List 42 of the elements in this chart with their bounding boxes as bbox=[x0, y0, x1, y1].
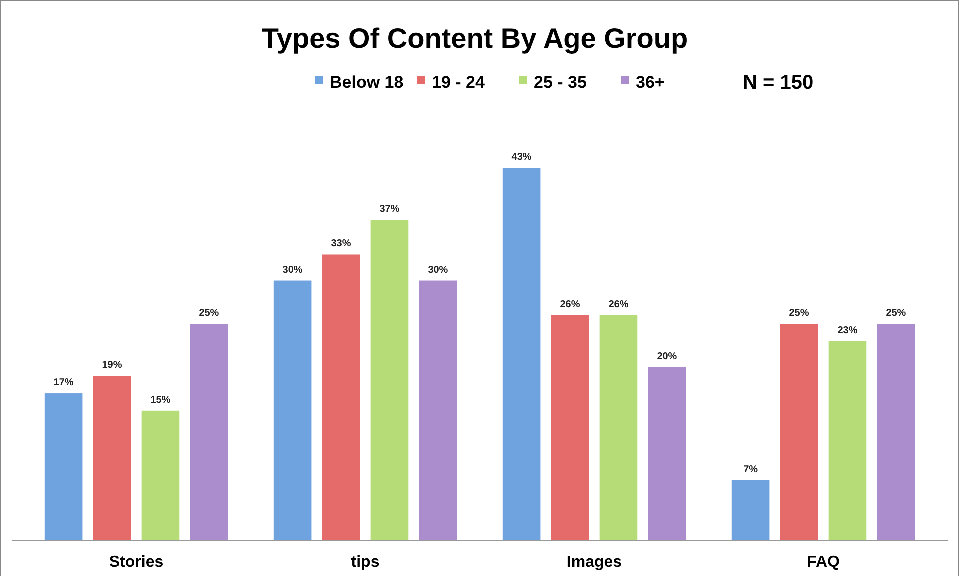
text: N = 150 bbox=[743, 72, 814, 94]
x-tick-label: Images bbox=[566, 554, 622, 571]
data-label: 25% bbox=[886, 308, 906, 320]
x-tick-label: FAQ bbox=[807, 554, 840, 571]
bar bbox=[370, 220, 409, 541]
legend-label: 19 - 24 bbox=[432, 73, 486, 92]
data-label: 17% bbox=[54, 378, 74, 389]
data-label: 20% bbox=[657, 352, 678, 363]
bar bbox=[600, 315, 638, 541]
chart-title: Types Of Content By Age Group bbox=[262, 23, 688, 54]
data-label: 19% bbox=[102, 360, 122, 372]
bar bbox=[142, 410, 180, 541]
bar bbox=[828, 341, 867, 541]
data-label: 37% bbox=[380, 204, 400, 216]
bar bbox=[502, 168, 541, 541]
bar bbox=[44, 394, 83, 541]
bar bbox=[648, 368, 686, 541]
data-label: 26% bbox=[608, 299, 629, 310]
bar bbox=[732, 480, 770, 541]
bar bbox=[190, 324, 228, 541]
bar bbox=[322, 254, 360, 541]
data-label: 25% bbox=[199, 308, 220, 320]
bar bbox=[551, 315, 590, 541]
legend-label: 36+ bbox=[636, 73, 665, 92]
bar bbox=[93, 376, 132, 541]
data-label: 7% bbox=[744, 464, 758, 476]
bar bbox=[419, 280, 458, 541]
data-label: 33% bbox=[331, 238, 352, 250]
legend-label: 25 - 35 bbox=[534, 73, 587, 92]
bar bbox=[877, 324, 916, 541]
bar bbox=[780, 324, 818, 541]
bar bbox=[274, 280, 312, 541]
data-label: 25% bbox=[789, 308, 810, 320]
data-label: 43% bbox=[512, 152, 532, 163]
data-label: 23% bbox=[838, 325, 858, 336]
data-label: 26% bbox=[560, 299, 580, 310]
data-label: 30% bbox=[282, 264, 303, 276]
x-tick-label: Stories bbox=[109, 554, 164, 571]
data-label: 15% bbox=[150, 394, 171, 406]
data-label: 30% bbox=[428, 264, 448, 276]
x-tick-label: tips bbox=[351, 554, 380, 571]
legend-label: Below 18 bbox=[330, 73, 404, 92]
